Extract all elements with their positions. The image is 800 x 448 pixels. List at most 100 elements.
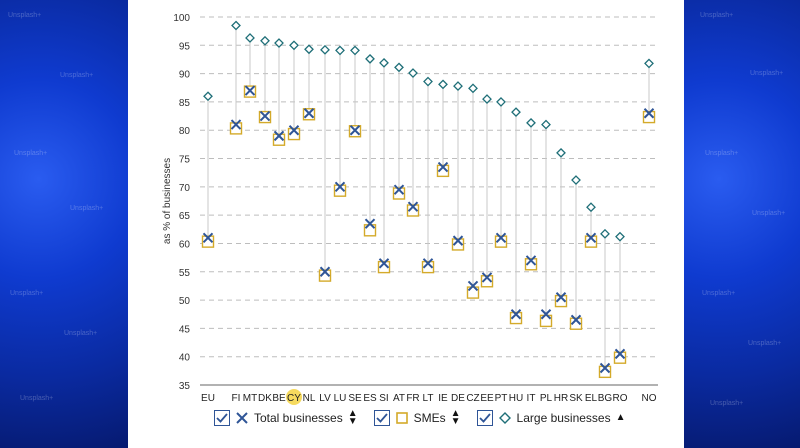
watermark-text: Unsplash+ [20, 395, 54, 402]
x-tick-label: FR [406, 393, 419, 404]
total-point [422, 258, 434, 269]
x-tick-label: FI [232, 393, 241, 404]
total-point [349, 125, 361, 136]
x-tick-label: PT [495, 393, 508, 404]
large-point [394, 62, 404, 73]
total-point [378, 258, 390, 269]
large-point [304, 44, 314, 55]
highlight-marker [286, 389, 302, 405]
large-point [203, 91, 213, 102]
large-point [526, 117, 536, 128]
y-tick-label: 80 [179, 126, 191, 137]
total-point [481, 272, 493, 283]
watermark-text: Unsplash+ [748, 340, 782, 347]
large-point [289, 40, 299, 51]
large-point [379, 57, 389, 68]
sme-point [201, 235, 215, 248]
watermark-text: Unsplash+ [14, 150, 48, 157]
legend-item-sme[interactable]: SMEs ▲ ▼ [373, 408, 461, 427]
watermark-text: Unsplash+ [702, 290, 736, 297]
sort-up-icon[interactable]: ▲ [615, 412, 626, 423]
total-point [555, 292, 567, 303]
total-point [540, 309, 552, 320]
sme-point [598, 365, 612, 379]
x-tick-label: BE [272, 393, 286, 404]
large-point [556, 147, 566, 158]
sme-point [494, 235, 508, 248]
total-point [364, 218, 376, 229]
sme-point [392, 187, 406, 200]
watermark-text: Unsplash+ [64, 330, 98, 337]
x-tick-label: IE [438, 393, 448, 404]
checkbox-total[interactable] [214, 410, 230, 426]
x-tick-label: ES [363, 393, 377, 404]
total-point [303, 108, 315, 119]
total-point [452, 235, 464, 246]
sme-point [333, 184, 347, 197]
total-point [393, 184, 405, 195]
sme-point [287, 127, 301, 141]
large-point [335, 45, 345, 56]
large-point [231, 20, 241, 31]
y-tick-label: 60 [179, 239, 191, 250]
watermark-text: Unsplash+ [10, 290, 44, 297]
y-tick-label: 45 [179, 324, 191, 335]
x-tick-label: LV [319, 393, 331, 404]
sme-point [377, 260, 391, 274]
check-icon [375, 413, 388, 423]
sort-both-icon[interactable]: ▲ ▼ [347, 408, 358, 427]
y-tick-label: 85 [179, 98, 191, 109]
sme-point [451, 238, 465, 251]
total-point [259, 110, 271, 122]
legend-label-sme: SMEs [413, 411, 446, 425]
x-tick-label: CZ [466, 393, 479, 404]
total-point [230, 119, 242, 130]
total-point [288, 125, 300, 136]
total-point [495, 232, 507, 244]
background-right [684, 0, 800, 448]
y-axis-label: as % of businesses [162, 158, 173, 244]
large-point [438, 79, 448, 90]
sme-point [480, 275, 494, 288]
large-point [644, 58, 654, 69]
total-point [585, 232, 597, 244]
legend-item-total[interactable]: Total businesses ▲ ▼ [214, 408, 358, 427]
checkbox-large[interactable] [476, 410, 493, 426]
watermark-text: Unsplash+ [700, 12, 734, 19]
y-tick-label: 40 [179, 353, 191, 364]
total-point [407, 201, 419, 212]
x-tick-label: CY [287, 393, 301, 404]
total-point [614, 348, 626, 360]
x-tick-label: BG [598, 393, 613, 404]
sme-point [584, 235, 598, 248]
large-point [320, 44, 330, 55]
x-tick-label: RO [613, 393, 628, 404]
sme-point [421, 260, 435, 274]
x-tick-label: NL [303, 393, 316, 404]
large-point [482, 94, 492, 105]
x-tick-label: DK [258, 393, 272, 404]
square-icon [395, 412, 408, 424]
sme-point [554, 294, 568, 308]
checkbox-sme[interactable] [373, 410, 390, 426]
chart-legend: Total businesses ▲ ▼ SMEs ▲ ▼ Large busine… [214, 408, 636, 427]
watermark-text: Unsplash+ [8, 12, 42, 19]
legend-item-large[interactable]: Large businesses ▲ [476, 410, 626, 426]
large-point [408, 68, 418, 78]
y-tick-label: 100 [173, 13, 190, 24]
large-point [468, 83, 478, 94]
x-tick-label: SI [379, 393, 388, 404]
sme-point [642, 110, 656, 124]
watermark-text: Unsplash+ [710, 400, 744, 407]
total-point [273, 130, 285, 142]
sme-point [229, 122, 243, 135]
large-point [350, 45, 360, 56]
large-point [600, 228, 610, 239]
sort-both-icon[interactable]: ▲ ▼ [450, 408, 461, 427]
chart-svg: 35 40 45 50 55 60 65 70 75 80 85 90 95 100 as % of bus… [162, 13, 658, 405]
total-point [510, 309, 522, 320]
large-point [260, 35, 270, 46]
sme-point [509, 311, 523, 325]
y-tick-label: 50 [179, 296, 191, 307]
watermark-text: Unsplash+ [752, 210, 786, 217]
